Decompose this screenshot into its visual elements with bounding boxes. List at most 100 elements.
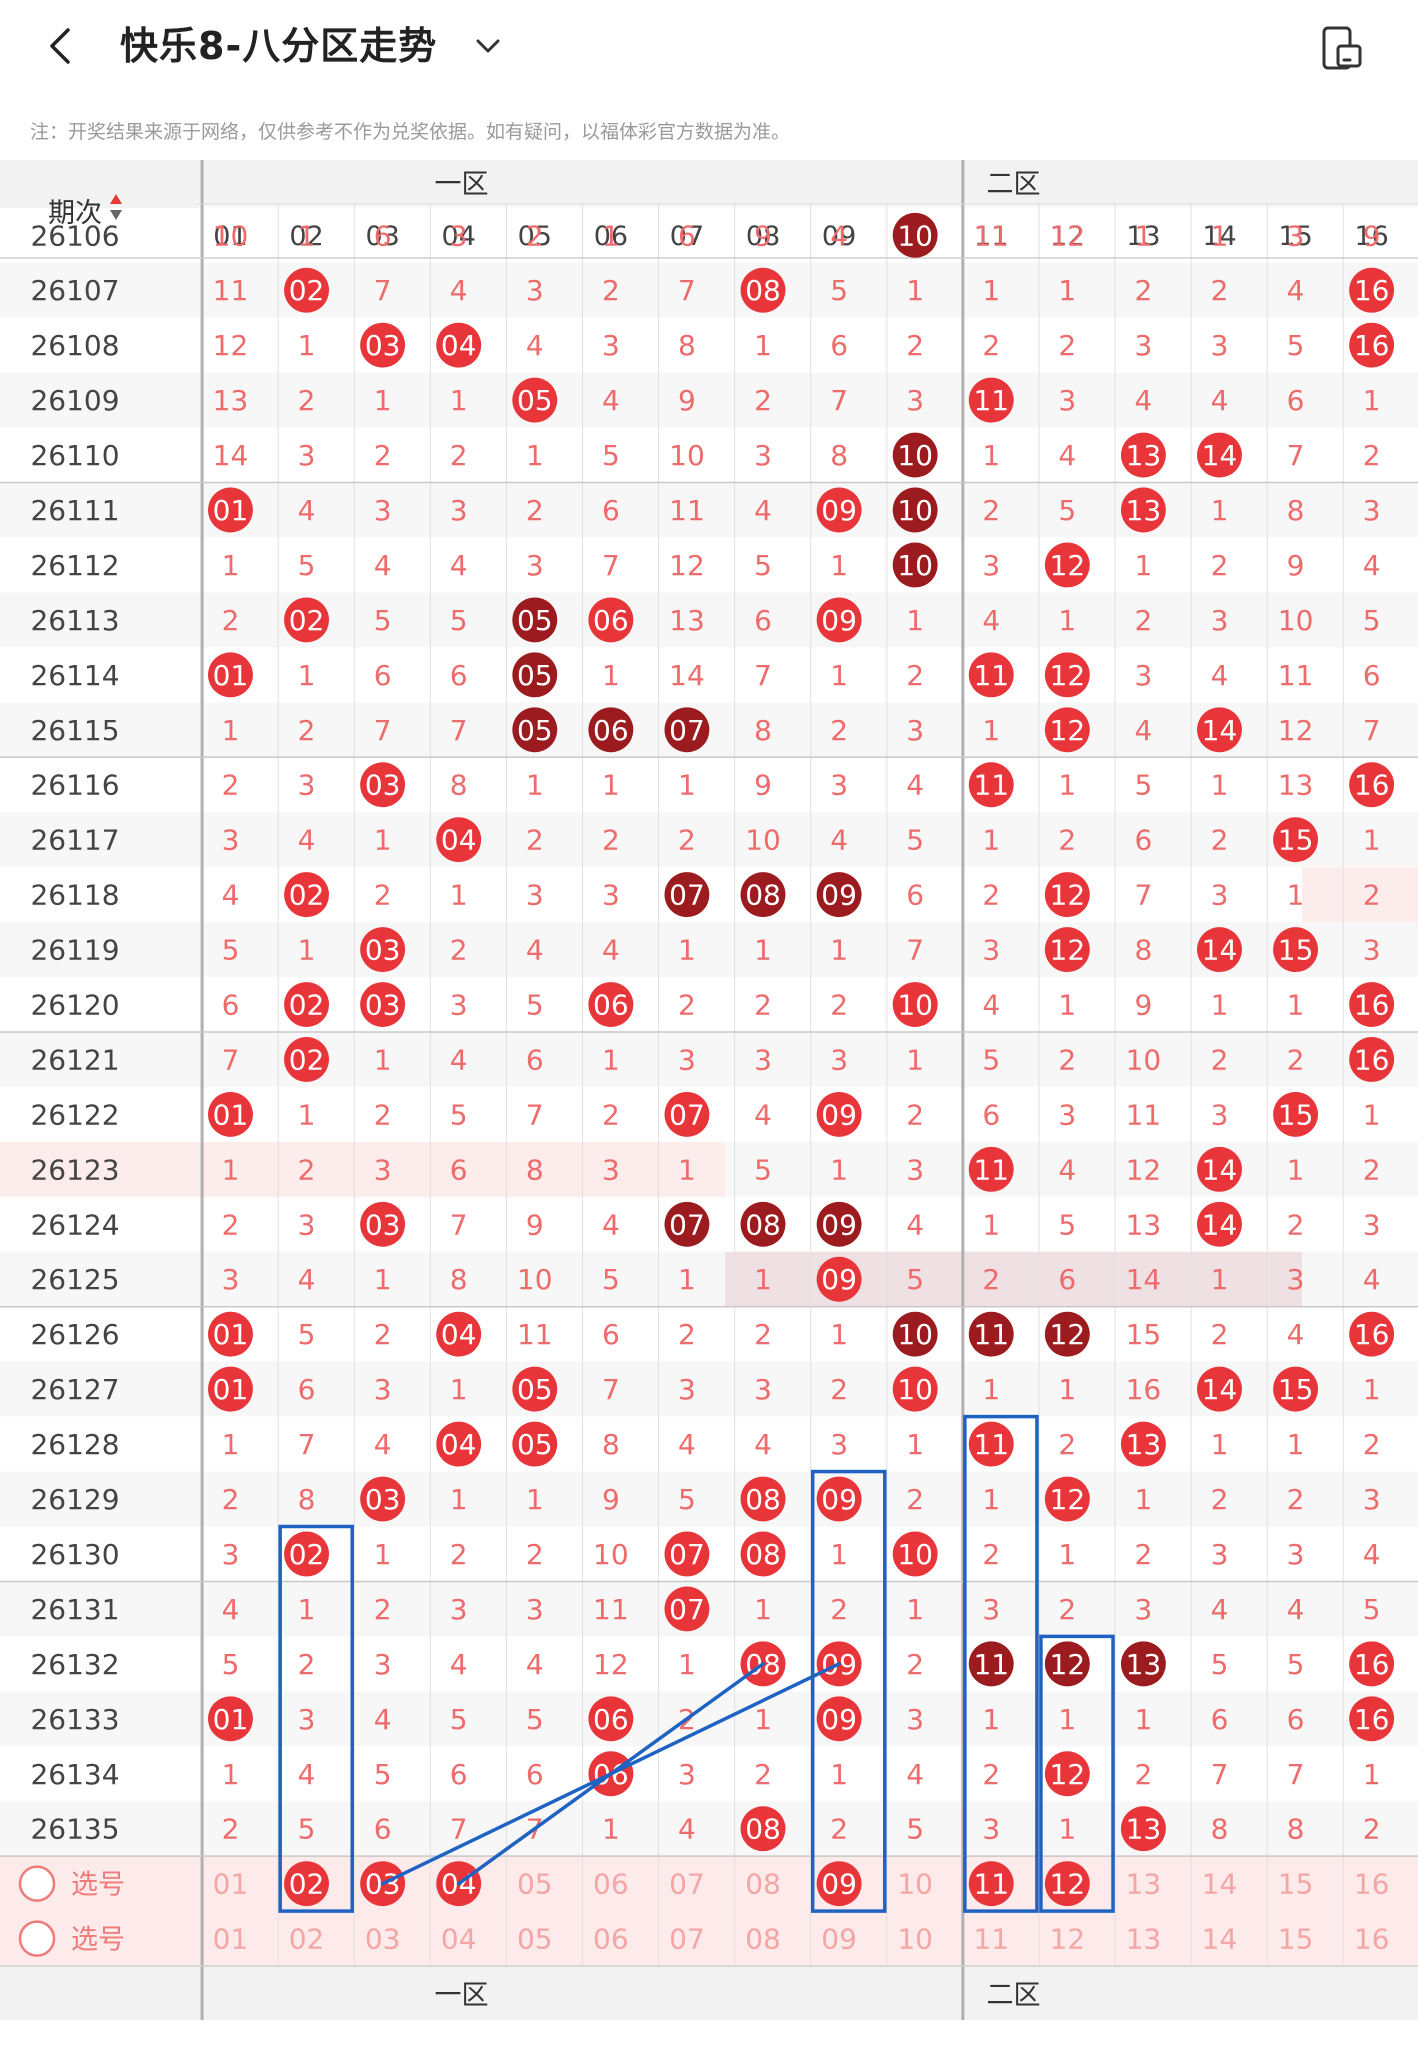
miss-count: 3	[298, 1703, 316, 1736]
select-number[interactable]: 05	[517, 1868, 553, 1901]
miss-count: 6	[602, 494, 620, 527]
miss-count: 11	[1278, 659, 1314, 692]
selected-ball[interactable]	[284, 1861, 330, 1907]
select-number[interactable]: 07	[669, 1923, 705, 1956]
ball-number: 09	[821, 494, 857, 527]
miss-count: 3	[222, 1538, 240, 1571]
select-number[interactable]: 15	[1278, 1868, 1314, 1901]
miss-count: 6	[906, 879, 924, 912]
select-number[interactable]: 07	[669, 1868, 705, 1901]
ball-number: 02	[289, 604, 325, 637]
miss-count: 4	[1363, 1263, 1381, 1296]
miss-count: 4	[1135, 384, 1153, 417]
select-number[interactable]: 06	[593, 1868, 629, 1901]
select-radio-icon[interactable]	[18, 1920, 56, 1957]
top-bar: 快乐8-八分区走势	[0, 0, 1418, 92]
number-ball	[284, 982, 330, 1027]
miss-count: 1	[678, 769, 696, 802]
select-number[interactable]: 01	[213, 1923, 249, 1956]
select-number[interactable]: 02	[289, 1923, 325, 1956]
row-bg	[0, 812, 1418, 868]
period-cell: 26120	[30, 989, 119, 1022]
miss-count: 7	[1363, 714, 1381, 747]
miss-count: 3	[1211, 604, 1229, 637]
select-number[interactable]: 16	[1354, 1868, 1390, 1901]
miss-count: 7	[374, 274, 392, 307]
miss-count: 8	[678, 329, 696, 362]
highlight-box	[963, 1414, 1039, 1913]
select-number[interactable]: 05	[517, 1923, 553, 1956]
miss-count: 7	[602, 549, 620, 582]
select-number[interactable]: 06	[593, 1923, 629, 1956]
select-number[interactable]: 08	[745, 1868, 781, 1901]
select-number[interactable]: 12	[1050, 1923, 1086, 1956]
period-cell: 26128	[30, 1428, 119, 1461]
miss-count: 4	[1287, 274, 1305, 307]
select-number[interactable]: 01	[213, 1868, 249, 1901]
miss-count: 13	[669, 604, 705, 637]
miss-count: 7	[830, 384, 848, 417]
select-number[interactable]: 14	[1202, 1868, 1238, 1901]
rotate-screen-icon[interactable]	[1318, 24, 1366, 72]
miss-count: 1	[602, 219, 620, 252]
chevron-down-icon[interactable]	[472, 30, 504, 62]
number-ball	[740, 1201, 786, 1247]
select-number[interactable]: 13	[1126, 1923, 1162, 1956]
selected-ball[interactable]	[968, 1861, 1014, 1907]
miss-count: 1	[830, 659, 848, 692]
miss-count: 1	[450, 1373, 468, 1406]
miss-count: 2	[222, 1208, 240, 1241]
ball-number: 16	[1354, 274, 1390, 307]
select-number[interactable]: 13	[1126, 1868, 1162, 1901]
ball-number: 14	[1202, 714, 1238, 747]
number-ball	[208, 1696, 253, 1742]
number-ball	[1349, 982, 1395, 1027]
miss-count: 8	[602, 1428, 620, 1461]
zone-header-1: 一区	[435, 169, 489, 200]
miss-count: 5	[1211, 1648, 1229, 1681]
select-number[interactable]: 08	[745, 1923, 781, 1956]
select-number[interactable]: 04	[441, 1923, 477, 1956]
miss-count: 4	[222, 879, 240, 912]
miss-count: 12	[213, 329, 249, 362]
select-number[interactable]: 11	[973, 1923, 1009, 1956]
select-number[interactable]: 10	[897, 1923, 933, 1956]
miss-count: 3	[1363, 934, 1381, 967]
select-number[interactable]: 16	[1354, 1923, 1390, 1956]
select-number[interactable]: 14	[1202, 1923, 1238, 1956]
select-number[interactable]: 09	[821, 1923, 857, 1956]
miss-count: 2	[1058, 329, 1076, 362]
number-ball	[1120, 487, 1166, 533]
select-number[interactable]: 15	[1278, 1923, 1314, 1956]
highlight-box	[278, 1524, 354, 1913]
selected-ball[interactable]	[1044, 1861, 1090, 1907]
period-cell: 26114	[30, 659, 119, 692]
back-arrow-icon[interactable]	[40, 24, 84, 68]
selected-ball[interactable]	[816, 1861, 862, 1907]
miss-count: 1	[678, 1263, 696, 1296]
miss-count: 9	[526, 1208, 544, 1241]
miss-count: 2	[830, 714, 848, 747]
miss-count: 1	[222, 549, 240, 582]
page-title[interactable]: 快乐8-八分区走势	[120, 24, 438, 68]
number-ball	[588, 597, 634, 643]
ball-number: 05	[517, 659, 553, 692]
miss-count: 2	[1363, 439, 1381, 472]
miss-count: 2	[830, 1813, 848, 1846]
miss-count: 1	[830, 1538, 848, 1571]
miss-count: 1	[830, 549, 848, 582]
select-radio-icon[interactable]	[18, 1865, 56, 1902]
ball-number: 09	[821, 1098, 857, 1131]
miss-count: 1	[1287, 1153, 1305, 1186]
row-bg	[0, 977, 1418, 1032]
miss-count: 2	[1363, 1813, 1381, 1846]
period-cell: 26125	[30, 1263, 119, 1296]
miss-count: 6	[1058, 1263, 1076, 1296]
ball-number: 10	[897, 1538, 933, 1571]
miss-count: 3	[1211, 1538, 1229, 1571]
period-cell: 26113	[30, 604, 119, 637]
select-number[interactable]: 10	[897, 1868, 933, 1901]
miss-count: 1	[1363, 1098, 1381, 1131]
select-number[interactable]: 03	[365, 1923, 401, 1956]
number-ball	[1349, 267, 1395, 313]
